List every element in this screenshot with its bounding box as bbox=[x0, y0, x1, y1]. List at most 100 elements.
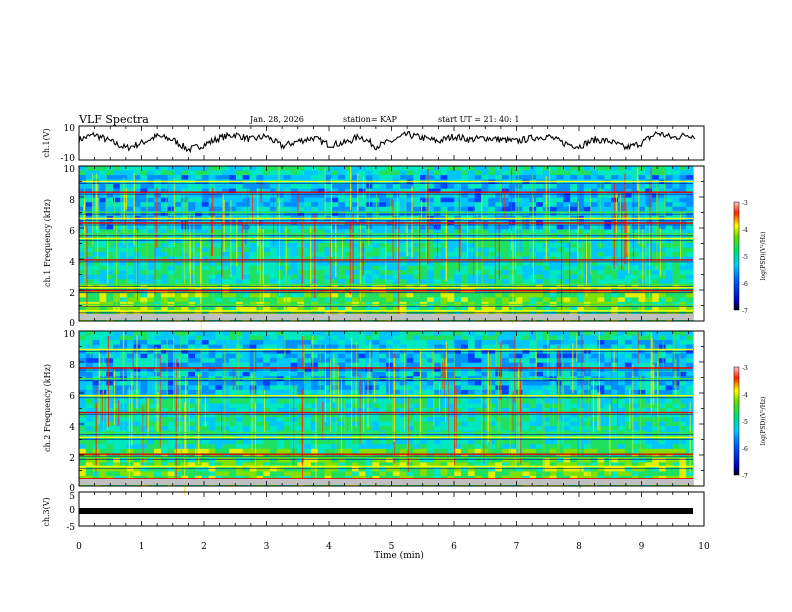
spec-cell bbox=[201, 292, 210, 298]
spec-cell bbox=[426, 175, 435, 181]
spec-cell bbox=[426, 306, 435, 312]
spec-cell bbox=[235, 179, 244, 185]
spec-cell bbox=[119, 179, 128, 185]
spec-cell bbox=[372, 371, 380, 377]
spec-cell bbox=[379, 398, 387, 404]
spec-cell bbox=[638, 362, 646, 368]
spec-cell bbox=[638, 385, 646, 391]
spec-cell bbox=[570, 238, 578, 244]
spec-cell bbox=[686, 193, 694, 199]
spec-cell bbox=[119, 170, 128, 176]
spec-cell bbox=[645, 202, 653, 208]
spec-cell bbox=[461, 233, 469, 239]
spec-cell bbox=[263, 206, 271, 212]
spec-cell bbox=[235, 331, 244, 337]
spec-cell bbox=[181, 166, 189, 172]
spec-cell bbox=[508, 398, 517, 404]
spec-cell bbox=[583, 408, 592, 414]
ch1-freq-tick-0: 0 bbox=[69, 319, 75, 329]
spec-cell bbox=[413, 279, 421, 285]
spec-cell bbox=[638, 310, 646, 316]
spec-cell bbox=[618, 274, 626, 280]
spec-cell bbox=[154, 274, 162, 280]
spec-cell bbox=[304, 261, 312, 267]
spec-cell bbox=[147, 306, 155, 312]
spec-cell bbox=[242, 394, 251, 400]
spec-cell bbox=[392, 310, 401, 316]
spec-cell bbox=[147, 238, 155, 244]
spec-cell bbox=[270, 170, 278, 176]
spec-cell bbox=[201, 389, 210, 395]
spec-cell bbox=[201, 358, 210, 364]
spec-cell bbox=[392, 243, 401, 249]
spec-cell bbox=[502, 247, 510, 253]
spec-cell bbox=[611, 175, 619, 181]
spec-cell bbox=[665, 229, 674, 235]
spec-cell bbox=[297, 243, 305, 249]
spec-cell bbox=[686, 344, 694, 350]
spec-cell bbox=[215, 247, 223, 253]
spec-cell bbox=[665, 353, 674, 359]
spec-cell bbox=[645, 292, 653, 298]
spec-cell bbox=[413, 353, 421, 359]
spec-cell bbox=[563, 188, 571, 194]
spec-cell bbox=[399, 394, 407, 400]
spec-cell bbox=[215, 229, 223, 235]
spec-cell bbox=[597, 358, 605, 364]
spec-cell bbox=[147, 243, 155, 249]
spec-cell bbox=[235, 247, 244, 253]
spec-cell bbox=[235, 184, 244, 190]
spec-cell bbox=[351, 206, 360, 212]
spec-cell bbox=[324, 184, 332, 190]
spec-cell bbox=[645, 252, 653, 258]
spec-cell bbox=[467, 292, 476, 298]
spec-cell bbox=[474, 389, 483, 395]
spec-cell bbox=[317, 385, 326, 391]
spec-cell bbox=[113, 184, 121, 190]
spec-cell bbox=[283, 353, 292, 359]
spec-cell bbox=[590, 175, 599, 181]
spec-cell bbox=[379, 265, 387, 271]
spec-cell bbox=[331, 184, 339, 190]
spec-cell bbox=[215, 389, 223, 395]
spec-cell bbox=[372, 265, 380, 271]
spec-cell bbox=[420, 380, 428, 386]
spec-cell bbox=[597, 202, 605, 208]
spec-cell bbox=[549, 265, 558, 271]
spec-cell bbox=[454, 243, 462, 249]
spec-cell bbox=[331, 362, 339, 368]
spec-cell bbox=[167, 362, 176, 368]
spec-cell bbox=[447, 362, 455, 368]
spec-cell bbox=[249, 261, 257, 267]
spec-cell bbox=[242, 380, 251, 386]
spec-cell bbox=[379, 179, 387, 185]
spec-cell bbox=[358, 206, 367, 212]
spec-cell bbox=[358, 412, 367, 418]
spec-cell bbox=[351, 202, 360, 208]
spec-cell bbox=[331, 389, 339, 395]
spec-cell bbox=[331, 403, 339, 409]
spec-cell bbox=[399, 306, 407, 312]
spec-cell bbox=[99, 310, 107, 316]
spec-cell bbox=[672, 331, 680, 337]
spec-cell bbox=[85, 335, 94, 341]
spec-cell bbox=[467, 394, 476, 400]
spec-cell bbox=[549, 353, 558, 359]
spec-cell bbox=[345, 398, 353, 404]
spec-cell bbox=[208, 394, 216, 400]
spec-cell bbox=[160, 170, 169, 176]
spec-cell bbox=[242, 306, 251, 312]
spec-cell bbox=[440, 398, 448, 404]
spec-cell bbox=[502, 233, 510, 239]
spec-cell bbox=[597, 394, 605, 400]
spec-cell bbox=[481, 292, 489, 298]
spec-cell bbox=[133, 417, 141, 423]
spec-cell bbox=[413, 252, 421, 258]
spec-cell bbox=[686, 224, 694, 230]
spec-cell bbox=[549, 179, 558, 185]
spec-cell bbox=[638, 292, 646, 298]
spec-cell bbox=[351, 292, 360, 298]
spec-cell bbox=[167, 335, 176, 341]
spec-cell bbox=[638, 380, 646, 386]
spec-cell bbox=[638, 243, 646, 249]
